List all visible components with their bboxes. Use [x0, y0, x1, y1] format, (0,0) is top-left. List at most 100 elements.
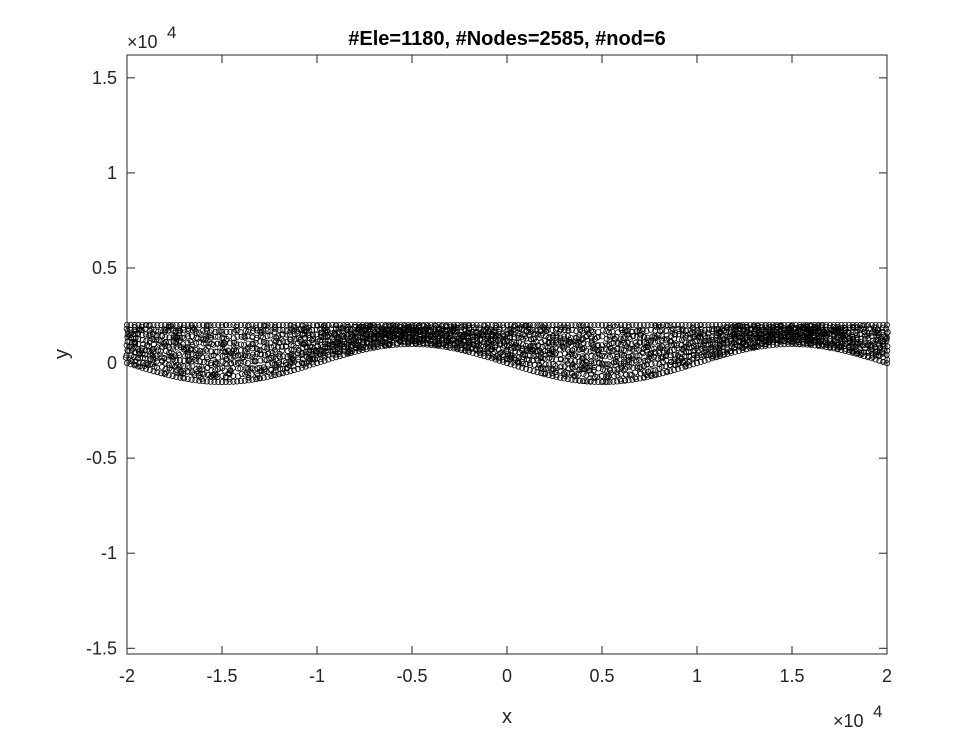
- y-tick-label: -1.5: [86, 638, 117, 658]
- mesh-node: [589, 337, 595, 344]
- mesh-node: [500, 321, 507, 328]
- mesh-node: [652, 360, 659, 367]
- mesh-node: [671, 358, 677, 365]
- mesh-node: [454, 333, 460, 340]
- mesh-node: [151, 337, 157, 343]
- mesh-node: [650, 371, 656, 377]
- mesh-node: [210, 341, 217, 348]
- mesh-node: [436, 328, 443, 335]
- mesh-node: [354, 327, 361, 333]
- mesh-node: [620, 367, 627, 374]
- mesh-node: [223, 322, 230, 328]
- mesh-node: [553, 330, 560, 336]
- mesh-node: [234, 365, 241, 372]
- mesh-node: [415, 329, 422, 336]
- mesh-node: [327, 338, 333, 345]
- mesh-node: [717, 328, 724, 334]
- mesh-node: [680, 326, 686, 333]
- mesh-node: [590, 348, 597, 355]
- mesh-node: [555, 341, 562, 348]
- mesh-node: [844, 340, 851, 346]
- mesh-node: [870, 340, 877, 346]
- mesh-node: [636, 365, 643, 371]
- mesh-node: [785, 333, 792, 340]
- x-exponent-label: ×10 4: [833, 702, 882, 731]
- mesh-node: [353, 340, 360, 346]
- mesh-node: [622, 341, 629, 348]
- mesh-node: [421, 332, 428, 338]
- mesh-node: [180, 321, 187, 328]
- mesh-node: [473, 321, 480, 328]
- mesh-node: [873, 351, 879, 358]
- mesh-node: [493, 322, 500, 329]
- mesh-node: [177, 374, 184, 381]
- mesh-node: [682, 327, 689, 334]
- mesh-node: [729, 332, 736, 338]
- mesh-node: [443, 338, 450, 344]
- mesh-node: [153, 328, 159, 334]
- mesh-node: [258, 351, 265, 358]
- mesh-node: [597, 356, 603, 362]
- mesh-node: [801, 332, 808, 339]
- mesh-node: [170, 354, 177, 360]
- mesh-node: [227, 328, 234, 335]
- mesh-node: [627, 336, 634, 342]
- mesh-node: [604, 361, 610, 367]
- mesh-node: [247, 365, 254, 371]
- mesh-node: [211, 321, 218, 328]
- mesh-node: [505, 356, 511, 363]
- mesh-node: [161, 340, 167, 346]
- mesh-node: [223, 349, 229, 356]
- mesh-node: [203, 378, 210, 385]
- mesh-node: [833, 327, 839, 333]
- mesh-node: [444, 331, 451, 338]
- x-tick-label: 1.5: [779, 666, 804, 686]
- mesh-node: [203, 326, 210, 332]
- mesh-node: [637, 364, 644, 371]
- mesh-node: [276, 359, 283, 365]
- mesh-node: [421, 337, 427, 344]
- mesh-node: [583, 334, 589, 340]
- mesh-node: [379, 326, 386, 333]
- mesh-node: [254, 375, 261, 381]
- mesh-node: [462, 348, 469, 354]
- mesh-node: [557, 356, 564, 363]
- mesh-node: [614, 369, 620, 376]
- mesh-node: [300, 322, 306, 329]
- mesh-node: [737, 322, 743, 329]
- mesh-node: [499, 348, 505, 355]
- mesh-node: [651, 345, 658, 352]
- mesh-node: [324, 329, 330, 335]
- mesh-node: [154, 369, 161, 376]
- mesh-node: [744, 327, 751, 333]
- mesh-node: [753, 344, 759, 350]
- mesh-node: [271, 369, 277, 376]
- mesh-node: [432, 341, 439, 347]
- mesh-node: [129, 344, 135, 350]
- mesh-node: [506, 343, 512, 349]
- mesh-node: [608, 369, 614, 376]
- mesh-node: [211, 378, 218, 385]
- mesh-node: [218, 321, 225, 328]
- mesh-node: [222, 375, 229, 381]
- mesh-node: [842, 348, 848, 354]
- mesh-node: [701, 340, 708, 346]
- mesh-node: [326, 341, 333, 348]
- mesh-node: [137, 327, 143, 334]
- mesh-node: [535, 343, 541, 349]
- mesh-node: [720, 351, 727, 358]
- mesh-node: [604, 379, 611, 385]
- mesh-node: [460, 333, 466, 339]
- mesh-node: [489, 344, 496, 350]
- mesh-node: [589, 329, 595, 335]
- mesh-node: [473, 329, 480, 336]
- mesh-node: [289, 357, 295, 363]
- mesh-node: [521, 331, 528, 338]
- mesh-node: [554, 336, 560, 343]
- mesh-node: [723, 345, 730, 352]
- mesh-node: [244, 369, 250, 376]
- mesh-node: [854, 328, 861, 335]
- mesh-node: [710, 341, 716, 348]
- mesh-node: [809, 328, 815, 335]
- mesh-node: [803, 323, 810, 330]
